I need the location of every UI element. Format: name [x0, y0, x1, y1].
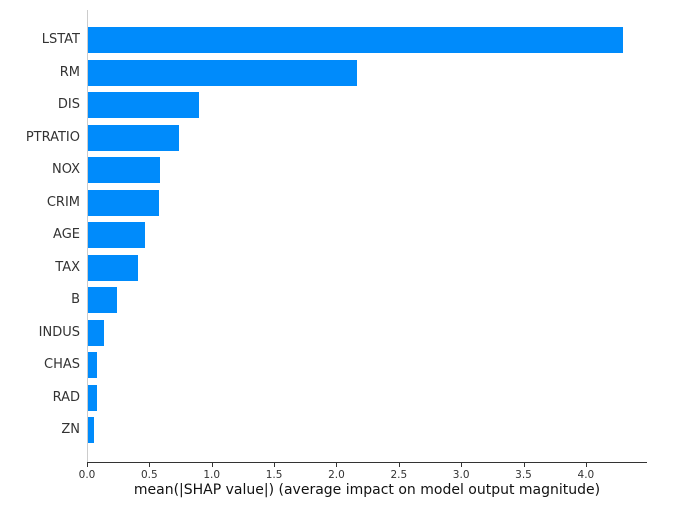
- x-tick-label: 3.5: [515, 469, 532, 481]
- x-axis-title: mean(|SHAP value|) (average impact on mo…: [133, 482, 601, 498]
- x-tick-mark: [274, 463, 276, 467]
- bar-lstat: [88, 27, 624, 53]
- x-tick-label: 4.0: [577, 469, 595, 481]
- bar-rm: [88, 59, 358, 86]
- x-tick-label: 0.5: [141, 469, 158, 481]
- bar-tax: [88, 254, 138, 281]
- bar-age: [88, 222, 146, 248]
- x-tick-label: 3.0: [452, 469, 470, 481]
- bar-ptratio: [88, 124, 180, 151]
- y-tick-label: RM: [59, 64, 80, 80]
- y-axis-line: [87, 10, 88, 463]
- x-tick-mark: [523, 463, 525, 467]
- x-tick-mark: [336, 463, 338, 467]
- bar-crim: [88, 189, 160, 216]
- x-tick-label: 2.0: [328, 469, 345, 481]
- y-tick-label: LSTAT: [41, 32, 80, 47]
- x-tick-mark: [461, 463, 463, 467]
- x-axis-line: [87, 462, 647, 463]
- y-tick-label: ZN: [61, 422, 80, 437]
- x-tick-mark: [211, 463, 213, 467]
- bar-zn: [88, 417, 95, 443]
- bar-nox: [88, 157, 161, 183]
- bar-rad: [88, 384, 97, 411]
- y-tick-label: PTRATIO: [25, 129, 80, 145]
- y-tick-label: DIS: [57, 97, 80, 112]
- plot-area: 0.0 0.5 1.0 1.5 2.0 2.5 3.0 3.5 4.0: [79, 10, 647, 481]
- y-tick-label: AGE: [53, 227, 80, 242]
- y-tick-label: INDUS: [38, 324, 80, 340]
- y-tick-label: CRIM: [46, 194, 80, 210]
- x-tick-label: 2.5: [390, 469, 408, 481]
- x-tick-mark: [149, 463, 151, 467]
- x-tick-label: 0.0: [78, 469, 96, 481]
- y-tick-label: RAD: [52, 389, 80, 405]
- x-tick-mark: [585, 463, 587, 467]
- y-tick-label: NOX: [51, 162, 80, 177]
- x-tick-mark: [87, 463, 88, 467]
- x-tick-label: 1.0: [203, 469, 221, 481]
- bar-indus: [88, 319, 105, 346]
- y-tick-label: CHAS: [44, 357, 80, 372]
- y-tick-label: TAX: [55, 259, 80, 275]
- y-tick-label: B: [71, 292, 80, 307]
- bar-chas: [88, 352, 97, 378]
- x-tick-label: 1.5: [265, 469, 283, 481]
- bar-b: [88, 287, 117, 313]
- bar-dis: [88, 92, 199, 118]
- x-tick-mark: [398, 463, 400, 467]
